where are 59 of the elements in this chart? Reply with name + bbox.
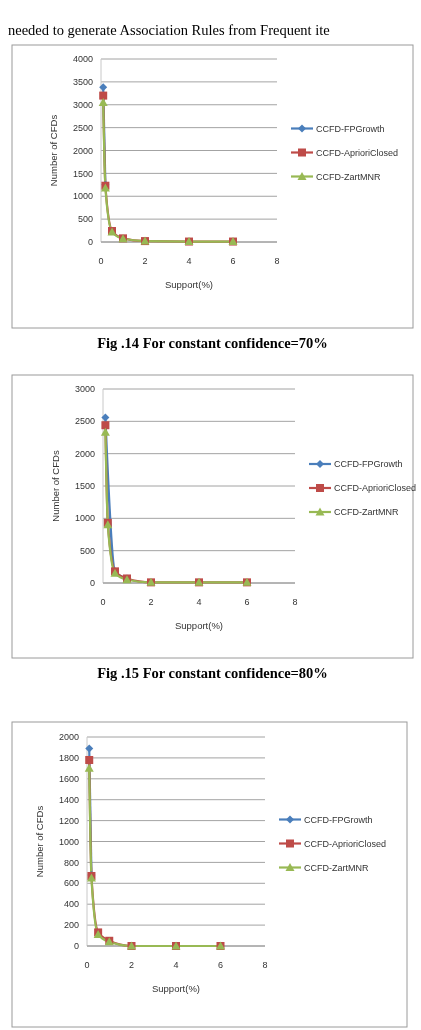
- x-tick-label: 8: [292, 597, 298, 607]
- y-tick-label: 0: [89, 578, 95, 589]
- y-tick-label: 500: [77, 214, 93, 225]
- y-tick-label: 2500: [74, 416, 95, 427]
- y-tick-label: 4000: [72, 54, 93, 65]
- x-tick-label: 4: [173, 960, 179, 970]
- text: Fig .14 For constant confidence=70%: [97, 335, 328, 351]
- x-tick-label: 0: [98, 256, 104, 266]
- y-axis-title: Number of CFDs: [50, 450, 61, 522]
- legend-label: CCFD-ZartMNR: [316, 171, 381, 182]
- x-tick-label: 4: [196, 597, 202, 607]
- y-tick-label: 1000: [72, 191, 93, 202]
- x-tick-label: 4: [186, 256, 192, 266]
- y-tick-label: 2000: [72, 145, 93, 156]
- y-tick-label: 3000: [74, 384, 95, 395]
- legend-label: CCFD-FPGrowth: [304, 814, 373, 825]
- y-tick-label: 0: [73, 941, 79, 952]
- x-tick-label: 8: [262, 960, 268, 970]
- y-axis-title: Number of CFDs: [34, 805, 45, 878]
- y-tick-label: 3000: [72, 99, 93, 110]
- x-tick-label: 2: [148, 597, 154, 607]
- y-tick-label: 500: [79, 545, 95, 556]
- y-tick-label: 2000: [74, 448, 95, 459]
- y-tick-label: 0: [87, 237, 93, 248]
- legend-label: CCFD-AprioriClosed: [304, 838, 387, 849]
- x-axis-title: Support(%): [174, 620, 224, 631]
- y-tick-label: 1500: [72, 168, 93, 179]
- y-tick-label: 1000: [58, 836, 79, 847]
- legend-label: CCFD-ZartMNR: [334, 507, 399, 518]
- y-tick-label: 200: [63, 920, 79, 931]
- legend-label: CCFD-AprioriClosed: [316, 147, 399, 158]
- x-tick-label: 6: [217, 960, 224, 970]
- y-tick-label: 1200: [58, 815, 79, 826]
- x-axis-title: Support(%): [164, 279, 214, 290]
- y-axis-title: Number of CFDs: [48, 114, 59, 187]
- x-tick-label: 2: [142, 256, 148, 266]
- y-tick-label: 3500: [72, 77, 93, 88]
- y-tick-label: 1400: [58, 794, 79, 805]
- text: Fig .15 For constant confidence=80%: [97, 665, 328, 681]
- y-tick-label: 1800: [58, 753, 79, 764]
- y-tick-label: 600: [63, 878, 79, 889]
- y-tick-label: 2000: [58, 732, 79, 743]
- y-tick-label: 2500: [72, 122, 93, 133]
- x-tick-label: 2: [128, 960, 135, 970]
- y-tick-label: 400: [63, 899, 79, 910]
- legend-label: CCFD-AprioriClosed: [334, 483, 417, 494]
- x-tick-label: 0: [100, 597, 106, 607]
- x-tick-label: 6: [230, 256, 236, 266]
- legend-label: CCFD-FPGrowth: [316, 123, 385, 134]
- y-tick-label: 800: [63, 857, 79, 868]
- legend-label: CCFD-ZartMNR: [304, 862, 369, 873]
- x-tick-label: 6: [244, 597, 250, 607]
- y-tick-label: 1600: [58, 773, 79, 784]
- y-tick-label: 1000: [74, 513, 95, 524]
- text: needed to generate Association Rules from Frequent ite: [8, 22, 330, 38]
- legend-label: CCFD-FPGrowth: [334, 459, 403, 470]
- x-tick-label: 8: [274, 256, 280, 266]
- y-tick-label: 1500: [74, 481, 95, 492]
- x-axis-title: Support(%): [151, 983, 201, 994]
